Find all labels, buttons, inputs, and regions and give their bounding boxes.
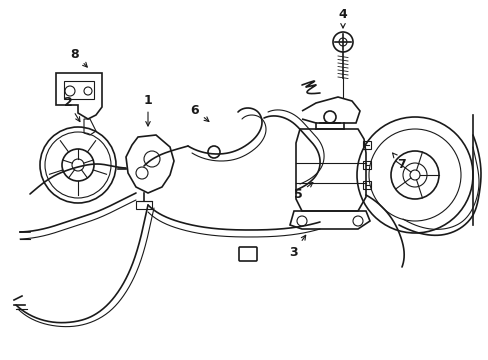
Text: 3: 3 (289, 235, 305, 258)
Text: 8: 8 (71, 48, 87, 67)
Text: 4: 4 (338, 8, 346, 28)
Text: 7: 7 (392, 153, 406, 171)
Text: 5: 5 (293, 183, 312, 201)
Text: 6: 6 (190, 104, 208, 121)
Text: 2: 2 (63, 95, 80, 122)
Text: 1: 1 (143, 94, 152, 126)
